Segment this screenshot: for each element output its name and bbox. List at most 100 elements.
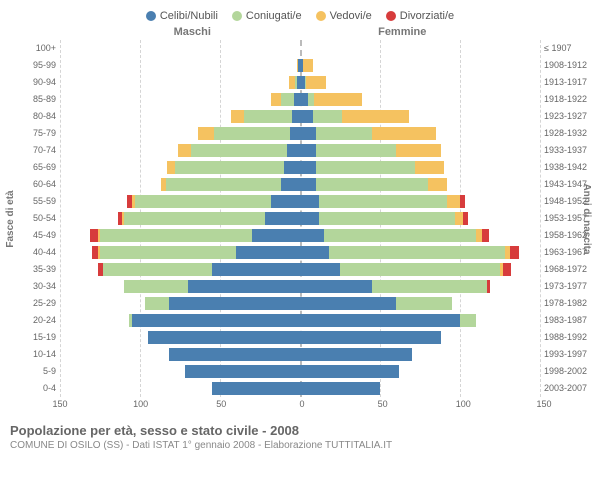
female-half (300, 93, 540, 106)
bar-segment (463, 212, 468, 225)
birth-label: 2003-2007 (544, 380, 590, 397)
pyramid-row (60, 40, 540, 57)
x-tick: 150 (52, 399, 67, 409)
bar-segment (212, 263, 300, 276)
bar-segment (271, 195, 300, 208)
chart: Maschi Femmine Fasce di età 100+95-9990-… (10, 26, 590, 413)
bar-segment (169, 348, 300, 361)
bar-segment (300, 93, 308, 106)
female-half (300, 76, 540, 89)
bar-segment (231, 110, 244, 123)
birth-label: 1983-1987 (544, 312, 590, 329)
pyramid-row (60, 57, 540, 74)
bar-segment (415, 161, 444, 174)
bar-segment (132, 314, 300, 327)
bar-segment (303, 59, 313, 72)
pyramid-row (60, 261, 540, 278)
grid-line (540, 40, 541, 397)
bar-segment (300, 110, 313, 123)
bar-segment (148, 331, 300, 344)
bar-segment (316, 178, 428, 191)
female-half (300, 263, 540, 276)
pyramid-row (60, 278, 540, 295)
bar-segment (329, 246, 505, 259)
y-left-label: Fasce di età (5, 190, 16, 247)
pyramid-row (60, 193, 540, 210)
x-tick: 100 (133, 399, 148, 409)
bar-segment (300, 127, 316, 140)
bar-segment (185, 365, 300, 378)
x-axis: 15010050050100150 (60, 399, 544, 413)
male-half (60, 144, 300, 157)
footer-title: Popolazione per età, sesso e stato civil… (10, 423, 590, 438)
pyramid-row (60, 125, 540, 142)
female-half (300, 348, 540, 361)
pyramid-row (60, 108, 540, 125)
pyramid-row (60, 142, 540, 159)
bar-segment (292, 110, 300, 123)
bar-segment (319, 195, 447, 208)
bar-segment (300, 314, 460, 327)
bar-segment (167, 161, 175, 174)
age-label: 0-4 (10, 380, 56, 397)
birth-label: 1928-1932 (544, 125, 590, 142)
legend-dot (386, 11, 396, 21)
male-half (60, 59, 300, 72)
male-half (60, 161, 300, 174)
age-label: 25-29 (10, 295, 56, 312)
male-half (60, 212, 300, 225)
pyramid-row (60, 159, 540, 176)
birth-label: 1978-1982 (544, 295, 590, 312)
female-half (300, 212, 540, 225)
age-label: 5-9 (10, 363, 56, 380)
female-half (300, 314, 540, 327)
bar-segment (503, 263, 511, 276)
male-half (60, 229, 300, 242)
bar-segment (188, 280, 300, 293)
bar-segment (460, 195, 465, 208)
birth-label: 1913-1917 (544, 74, 590, 91)
male-half (60, 127, 300, 140)
pyramid-row (60, 312, 540, 329)
x-tick: 0 (299, 399, 304, 409)
bar-segment (100, 246, 236, 259)
bar-segment (300, 161, 316, 174)
pyramid-row (60, 380, 540, 397)
bar-segment (300, 195, 319, 208)
birth-label: 1908-1912 (544, 57, 590, 74)
birth-label: 1923-1927 (544, 108, 590, 125)
bar-segment (460, 314, 476, 327)
bar-segment (314, 93, 362, 106)
bar-segment (300, 178, 316, 191)
male-half (60, 42, 300, 55)
female-half (300, 280, 540, 293)
bar-segment (455, 212, 463, 225)
bar-segment (300, 144, 316, 157)
bar-segment (482, 229, 488, 242)
legend-dot (316, 11, 326, 21)
birth-label: 1968-1972 (544, 261, 590, 278)
bar-segment (300, 348, 412, 361)
male-half (60, 76, 300, 89)
age-label: 65-69 (10, 159, 56, 176)
bar-segment (212, 382, 300, 395)
birth-label: 1988-1992 (544, 329, 590, 346)
pyramid-row (60, 244, 540, 261)
bar-segment (300, 280, 372, 293)
age-label: 60-64 (10, 176, 56, 193)
age-label: 40-44 (10, 244, 56, 261)
x-tick: 150 (536, 399, 551, 409)
pyramid-row (60, 176, 540, 193)
female-half (300, 229, 540, 242)
bar-segment (175, 161, 284, 174)
pyramid-row (60, 91, 540, 108)
female-half (300, 127, 540, 140)
male-half (60, 93, 300, 106)
bar-segment (287, 144, 300, 157)
bar-segment (214, 127, 291, 140)
bar-segment (281, 178, 300, 191)
plot (60, 40, 540, 397)
birth-label: 1973-1977 (544, 278, 590, 295)
age-label: 55-59 (10, 193, 56, 210)
bar-segment (265, 212, 300, 225)
